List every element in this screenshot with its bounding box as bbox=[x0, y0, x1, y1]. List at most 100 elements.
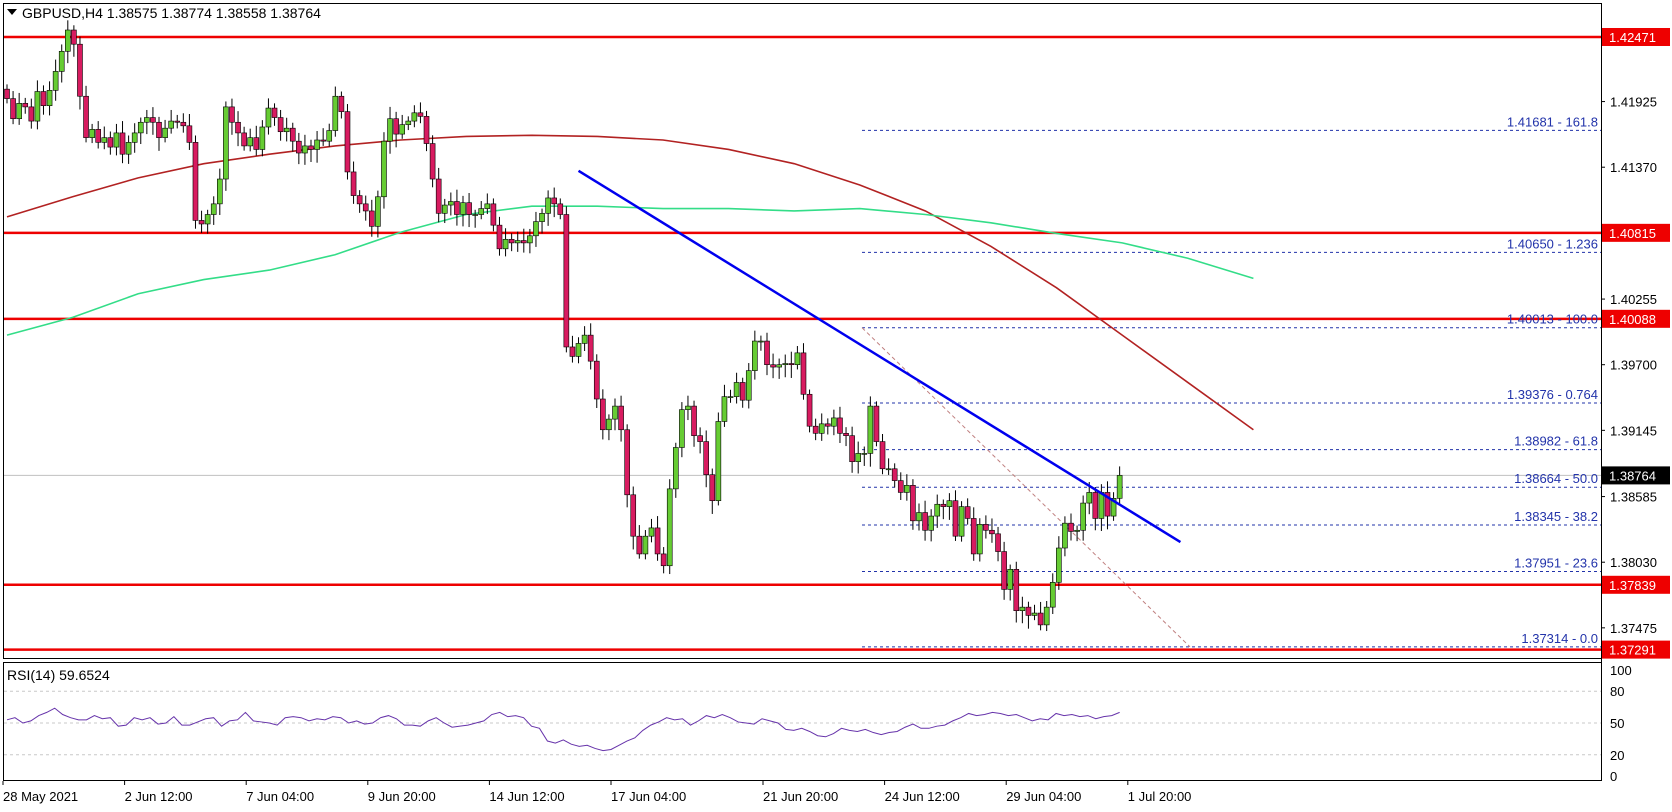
bull-candle bbox=[514, 240, 521, 244]
bull-candle bbox=[144, 117, 150, 123]
time-axis-tick-label: 29 Jun 04:00 bbox=[1006, 789, 1081, 804]
time-axis-labels: 28 May 2021 2 Jun 12:00 7 Jun 04:00 9 Jun 2… bbox=[2, 781, 1192, 804]
bull-candle bbox=[131, 132, 138, 143]
bull-candle bbox=[685, 405, 691, 410]
bear-candle bbox=[435, 178, 442, 214]
rsi-pane[interactable] bbox=[3, 662, 1602, 781]
bull-candle bbox=[606, 418, 612, 431]
bull-candle bbox=[666, 488, 673, 567]
bull-candle bbox=[1043, 606, 1050, 626]
fibonacci-level-label: 1.40650 - 1.236 bbox=[1507, 236, 1598, 251]
bear-candle bbox=[350, 171, 357, 196]
price-axis-tick-label: 1.39700 bbox=[1610, 358, 1657, 373]
bear-candle bbox=[970, 518, 977, 555]
bull-candle bbox=[472, 214, 478, 216]
fibonacci-level-label: 1.38345 - 38.2 bbox=[1514, 509, 1598, 524]
bull-candle bbox=[904, 485, 910, 493]
bear-candle bbox=[624, 429, 630, 496]
price-axis-tick-label: 1.37475 bbox=[1610, 621, 1657, 636]
time-axis-tick-label: 7 Jun 04:00 bbox=[246, 789, 314, 804]
bull-candle bbox=[58, 51, 65, 72]
horizontal-level-label: 1.37291 bbox=[1609, 643, 1656, 658]
bull-candle bbox=[1049, 582, 1056, 608]
symbol-dropdown-icon[interactable] bbox=[7, 9, 17, 15]
horizontal-level-label: 1.40815 bbox=[1609, 226, 1656, 241]
bull-candle bbox=[1074, 529, 1080, 532]
bull-candle bbox=[745, 370, 752, 401]
time-axis-tick-label: 17 Jun 04:00 bbox=[611, 789, 686, 804]
bear-candle bbox=[569, 346, 576, 357]
bull-candle bbox=[125, 142, 132, 155]
bear-candle bbox=[253, 137, 260, 150]
bull-candle bbox=[527, 235, 533, 244]
horizontal-level-tag bbox=[1602, 575, 1670, 594]
bear-candle bbox=[593, 360, 600, 400]
bear-candle bbox=[454, 201, 460, 215]
bear-candle bbox=[496, 224, 503, 250]
time-axis-tick-label: 14 Jun 12:00 bbox=[489, 789, 564, 804]
bull-candle bbox=[782, 363, 789, 366]
bearish-trendline[interactable] bbox=[577, 169, 1182, 544]
bear-candle bbox=[71, 29, 77, 45]
rsi-axis-tick-label: 50 bbox=[1610, 716, 1624, 731]
time-axis-tick-label: 9 Jun 20:00 bbox=[368, 789, 436, 804]
bear-candle bbox=[703, 441, 710, 475]
bull-candle bbox=[1007, 569, 1014, 590]
bull-candle bbox=[642, 535, 649, 555]
horizontal-levels-layer: 1.42471 1.40815 1.40088 1.37839 1.37291 1.387… bbox=[4, 27, 1670, 659]
current-price-tag bbox=[1602, 466, 1670, 485]
fibonacci-level-label: 1.37314 - 0.0 bbox=[1521, 631, 1598, 646]
bear-candle bbox=[198, 220, 205, 225]
price-pane[interactable] bbox=[3, 3, 1602, 659]
bear-candle bbox=[952, 500, 959, 537]
ma-fast-line bbox=[6, 134, 1254, 431]
bear-candle bbox=[466, 202, 472, 215]
bull-candle bbox=[885, 468, 892, 471]
bull-candle bbox=[441, 204, 448, 214]
current-price-label: 1.38764 bbox=[1609, 468, 1656, 483]
time-axis-tick-label: 2 Jun 12:00 bbox=[125, 789, 193, 804]
rsi-axis-tick-label: 20 bbox=[1610, 748, 1624, 763]
bull-candle bbox=[34, 91, 41, 122]
bear-candle bbox=[320, 139, 326, 142]
fibonacci-layer: 1.41681 - 161.8 1.40650 - 1.236 1.40013 - … bbox=[861, 114, 1601, 648]
bear-candle bbox=[4, 88, 10, 99]
bear-candle bbox=[338, 95, 345, 112]
bear-candle bbox=[368, 210, 375, 227]
bull-candle bbox=[581, 334, 588, 344]
bear-candle bbox=[709, 474, 716, 502]
bull-candle bbox=[247, 137, 253, 147]
bear-candle bbox=[897, 480, 904, 493]
bear-candle bbox=[520, 240, 527, 244]
bear-candle bbox=[241, 132, 247, 147]
bull-candle bbox=[1116, 475, 1123, 499]
time-axis-tick-label: 1 Jul 20:00 bbox=[1128, 789, 1192, 804]
bull-candle bbox=[1056, 547, 1062, 583]
trendline-layer[interactable] bbox=[577, 169, 1182, 544]
rsi-indicator-label: RSI(14) 59.6524 bbox=[7, 667, 110, 683]
bear-candle bbox=[788, 363, 795, 366]
bear-candle bbox=[1037, 612, 1044, 626]
bull-candle bbox=[1031, 612, 1038, 616]
bull-candle bbox=[575, 343, 582, 357]
bull-candle bbox=[478, 208, 485, 215]
bear-candle bbox=[40, 91, 47, 107]
bear-candle bbox=[308, 145, 314, 150]
price-axis-labels: 1.41925 1.41370 1.40255 1.39700 1.39145 1.385… bbox=[1601, 95, 1657, 636]
bear-candle bbox=[551, 197, 558, 205]
bull-candle bbox=[223, 106, 229, 180]
bull-candle bbox=[65, 29, 71, 52]
bull-candle bbox=[776, 364, 782, 368]
bull-candle bbox=[283, 127, 290, 133]
bear-candle bbox=[587, 334, 594, 362]
bull-candle bbox=[679, 409, 685, 448]
bull-candle bbox=[399, 124, 406, 135]
bear-candle bbox=[150, 117, 156, 123]
time-axis-tick-label: 28 May 2021 bbox=[3, 789, 78, 804]
bear-candle bbox=[557, 203, 564, 215]
bull-candle bbox=[758, 340, 764, 343]
bull-candle bbox=[934, 503, 941, 517]
bull-candle bbox=[52, 71, 59, 91]
bear-candle bbox=[1025, 606, 1032, 616]
